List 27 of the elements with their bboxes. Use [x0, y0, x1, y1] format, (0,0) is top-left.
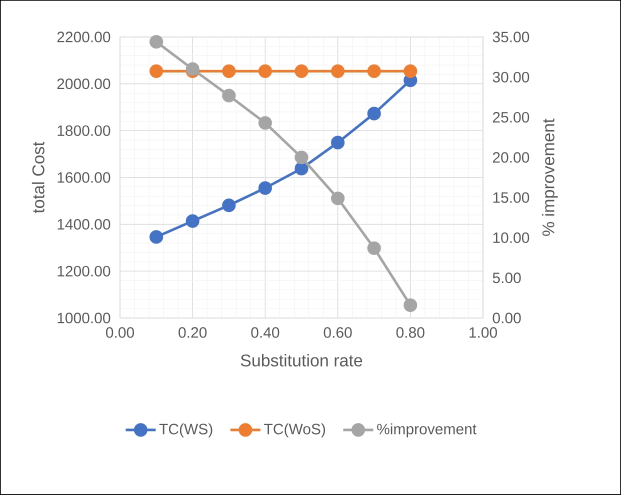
x-tick-label: 0.00: [106, 327, 134, 338]
y-tick-label: 1000.00: [58, 312, 110, 324]
x-tick-label: 0.80: [396, 327, 424, 338]
y-tick-label: 1600.00: [58, 172, 110, 183]
x-axis-title: Substitution rate: [240, 354, 362, 366]
y2-tick-label: 15.00: [493, 192, 530, 203]
x-tick-label: 0.20: [178, 327, 207, 338]
y-tick-label: 1800.00: [58, 125, 110, 136]
y2-tick-label: 30.00: [492, 72, 530, 82]
legend-label: TC(WoS): [264, 423, 326, 438]
y2-tick-label: 10.00: [493, 232, 530, 244]
legend-label: TC(WS): [159, 423, 212, 438]
y2-tick-label: 20.00: [492, 152, 530, 163]
y2-tick-label: 25.00: [492, 112, 530, 123]
x-tick-label: 1.00: [470, 327, 497, 338]
y-tick-label: 1400.00: [58, 219, 110, 230]
y-tick-label: 2000.00: [57, 78, 110, 90]
x-tick-label: 0.40: [251, 327, 280, 338]
y-tick-label: 2200.00: [57, 32, 110, 42]
y2-axis-title: % improvement: [542, 118, 558, 236]
y2-tick-label: 5.00: [492, 272, 521, 284]
legend-label: %improvement: [377, 423, 476, 438]
y2-tick-label: 0.00: [492, 312, 521, 324]
x-tick-label: 0.60: [324, 327, 352, 338]
y-tick-label: 1200.00: [58, 266, 110, 276]
y-axis-title: total Cost: [32, 142, 44, 214]
y2-tick-label: 35.00: [492, 32, 530, 42]
